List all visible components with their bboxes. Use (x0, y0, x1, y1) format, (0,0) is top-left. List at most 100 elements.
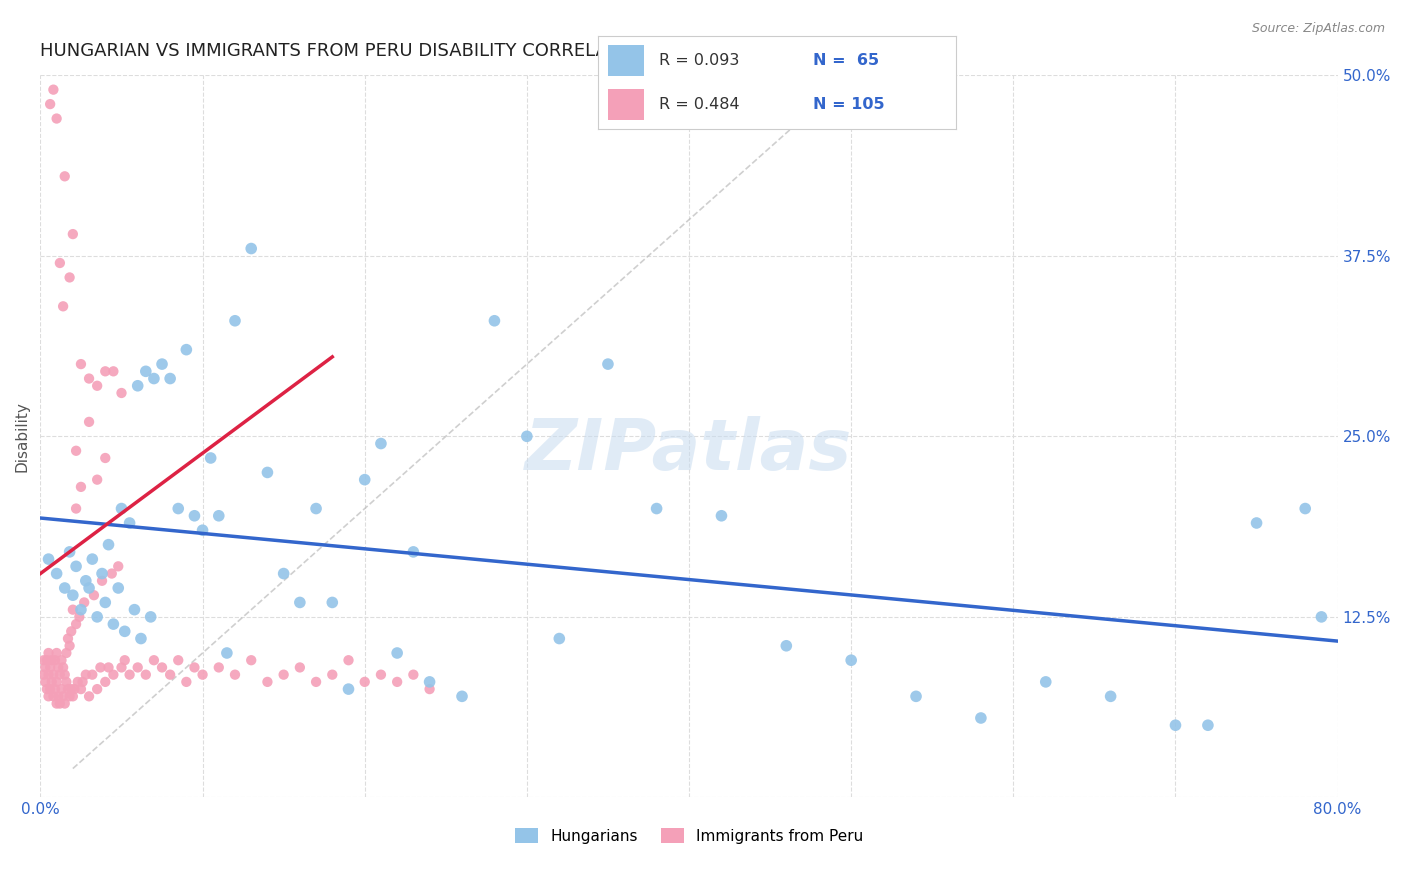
Point (65, 443, 87, 458)
Point (97, 538, 120, 552)
Point (42, 83, 65, 97)
Point (94, 450, 117, 465)
Legend: Hungarians, Immigrants from Peru: Hungarians, Immigrants from Peru (515, 829, 863, 844)
Point (905, 690, 928, 704)
Point (67, 610, 90, 624)
Point (65, 501, 87, 516)
Point (240, 653, 263, 667)
Point (86, 473, 108, 487)
Point (46, 690, 69, 704)
Point (1197, 718, 1219, 732)
Point (83, 588, 105, 602)
Point (135, 667, 157, 681)
Point (70, 480, 93, 494)
Point (1310, 610, 1333, 624)
Text: N = 105: N = 105 (813, 97, 884, 112)
Point (89, 660, 111, 674)
Point (94, 364, 117, 378)
Point (59, 639, 82, 653)
Point (62, 227, 84, 241)
Point (32, 653, 55, 667)
Point (191, 667, 214, 681)
Point (82, 667, 104, 681)
Point (45, 566, 67, 581)
Point (63, 682, 86, 697)
Point (49, 256, 72, 270)
Point (200, 450, 222, 465)
Point (142, 371, 165, 385)
Point (305, 501, 328, 516)
Point (1294, 501, 1316, 516)
Point (183, 660, 205, 674)
Point (224, 314, 246, 328)
Text: R = 0.093: R = 0.093 (658, 53, 740, 68)
Point (53, 169, 76, 184)
Point (60, 624, 83, 639)
Point (46, 660, 69, 674)
Point (208, 508, 231, 523)
Point (110, 501, 132, 516)
Point (38, 690, 60, 704)
Point (35, 653, 58, 667)
Point (53, 581, 76, 595)
Point (1035, 674, 1057, 689)
Point (451, 690, 474, 704)
Point (41, 674, 63, 689)
Point (32, 667, 55, 681)
Point (159, 371, 181, 385)
Point (39, 97, 62, 112)
Point (34, 660, 56, 674)
Point (42, 667, 65, 681)
Point (114, 653, 136, 667)
Point (56, 632, 79, 646)
Point (1164, 718, 1187, 732)
Point (65, 559, 87, 574)
Point (51, 682, 73, 697)
Point (114, 624, 136, 639)
Point (1246, 516, 1268, 530)
Point (94, 674, 117, 689)
Point (94, 595, 117, 609)
Point (72, 674, 94, 689)
Point (370, 436, 392, 450)
Point (139, 610, 162, 624)
Point (103, 364, 125, 378)
Point (176, 674, 198, 689)
Bar (609, 45, 644, 76)
Point (52, 660, 75, 674)
Point (118, 667, 141, 681)
Point (86, 610, 108, 624)
Point (1099, 690, 1122, 704)
Point (62, 690, 84, 704)
Point (273, 667, 295, 681)
Point (59, 690, 82, 704)
Point (596, 357, 619, 371)
Point (256, 674, 278, 689)
Point (385, 674, 408, 689)
Point (224, 667, 246, 681)
Point (38, 646, 60, 660)
Point (645, 501, 668, 516)
Point (150, 660, 173, 674)
Point (100, 566, 122, 581)
Point (44, 682, 66, 697)
Point (53, 667, 76, 681)
Point (45, 112, 67, 126)
Point (35, 682, 58, 697)
Point (70, 602, 93, 616)
Point (176, 343, 198, 357)
Point (53, 697, 76, 711)
Point (183, 508, 205, 523)
Point (91, 574, 114, 588)
Point (273, 566, 295, 581)
Bar (609, 89, 644, 120)
Y-axis label: Disability: Disability (15, 401, 30, 472)
Point (402, 545, 425, 559)
Point (86, 378, 108, 392)
Text: Source: ZipAtlas.com: Source: ZipAtlas.com (1251, 22, 1385, 36)
Point (65, 617, 87, 632)
Point (49, 697, 72, 711)
Point (45, 646, 67, 660)
Point (77, 581, 100, 595)
Point (70, 682, 93, 697)
